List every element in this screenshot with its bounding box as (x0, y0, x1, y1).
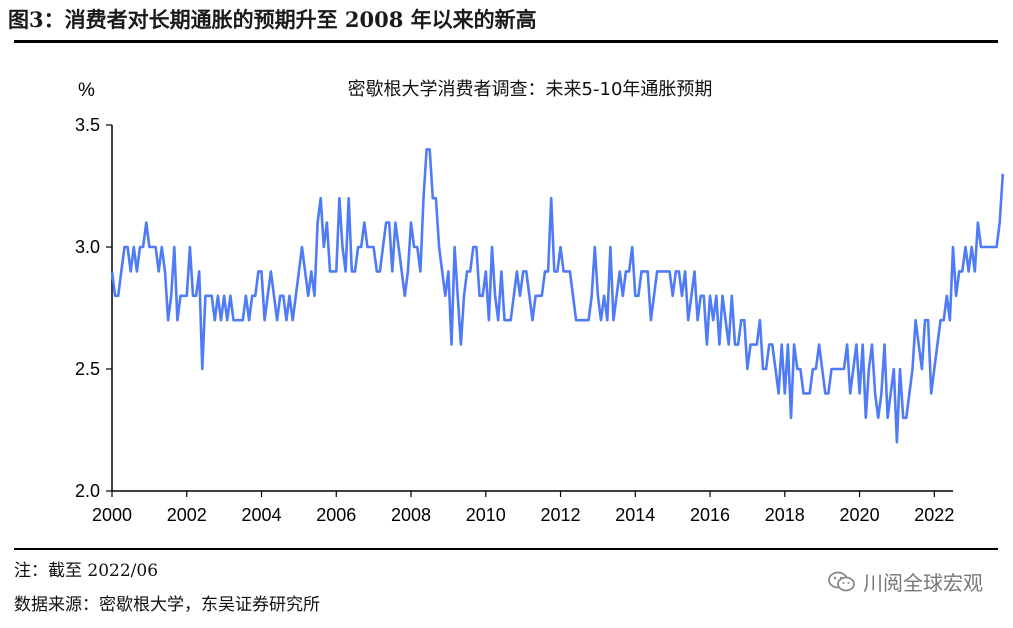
x-tick-label: 2004 (241, 505, 281, 525)
bottom-rule (14, 548, 998, 550)
x-tick-label: 2022 (914, 505, 954, 525)
line-chart: 密歇根大学消费者调查：未来5-10年通胀预期 % 2.0 2.5 3.0 3.5 200… (75, 79, 1005, 525)
x-tick-label: 2010 (466, 505, 506, 525)
y-tick-label: 2.0 (75, 481, 100, 501)
top-rule (14, 40, 998, 43)
watermark-text: 川阅全球宏观 (863, 571, 983, 595)
note-text: 注：截至 2022/06 (14, 561, 159, 581)
y-unit-label: % (78, 80, 95, 101)
chart-title: 密歇根大学消费者调查：未来5-10年通胀预期 (348, 79, 713, 100)
x-tick-label: 2018 (765, 505, 805, 525)
y-tick-label: 3.0 (75, 237, 100, 257)
wechat-icon (828, 571, 855, 591)
source-text: 数据来源：密歇根大学，东吴证券研究所 (14, 595, 320, 615)
ticks: 2.0 2.5 3.0 3.5 2000 2002 2004 2006 2008 2010 2012… (75, 115, 954, 525)
x-tick-label: 2012 (541, 505, 581, 525)
y-tick-label: 2.5 (75, 359, 100, 379)
x-tick-label: 2020 (840, 505, 880, 525)
x-tick-label: 2002 (167, 505, 207, 525)
figure-title: 图3：消费者对长期通胀的预期升至 2008 年以来的新高 (8, 7, 537, 32)
x-tick-label: 2008 (391, 505, 431, 525)
x-tick-label: 2006 (316, 505, 356, 525)
x-tick-label: 2000 (92, 505, 132, 525)
y-tick-label: 3.5 (75, 115, 100, 135)
x-tick-label: 2016 (690, 505, 730, 525)
series-line (110, 148, 1005, 444)
axes (111, 125, 953, 492)
watermark: 川阅全球宏观 (827, 567, 983, 596)
x-tick-label: 2014 (615, 505, 655, 525)
